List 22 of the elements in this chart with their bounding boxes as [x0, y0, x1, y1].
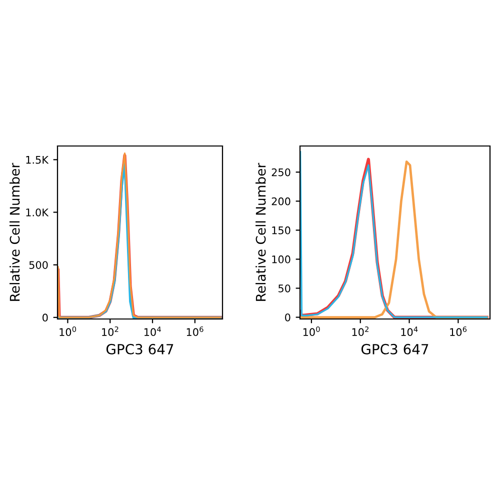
y-axis-title: Relative Cell Number — [256, 162, 266, 301]
x-tick-label: 10$^{0}$ — [303, 326, 320, 336]
y-tick-label: 1.0K — [26, 208, 49, 216]
y-tick-label: 50 — [278, 284, 290, 292]
y-tick-label: 100 — [272, 255, 290, 264]
x-tick-label: 10$^{4}$ — [401, 326, 418, 336]
x-tick-label: 10$^{6}$ — [450, 326, 467, 336]
y-tick-label: 0 — [42, 314, 48, 322]
x-tick-label: 10$^{0}$ — [60, 326, 76, 336]
x-tick-label: 10$^{2}$ — [352, 326, 368, 336]
y-tick-label: 150 — [272, 226, 290, 234]
x-tick-label: 10$^{4}$ — [144, 326, 161, 336]
y-tick-label: 250 — [272, 168, 290, 176]
y-tick-label: 0 — [285, 313, 290, 322]
x-tick-label: 10$^{6}$ — [186, 326, 204, 336]
y-tick-label: 200 — [272, 197, 290, 206]
x-axis-title: GPC3 647 — [361, 344, 428, 354]
y-axis-title: Relative Cell Number — [10, 162, 20, 301]
y-tick-label: 1.5K — [26, 156, 49, 164]
y-tick-label: 500 — [29, 261, 48, 269]
x-axis-title: GPC3 647 — [106, 344, 174, 354]
x-tick-label: 10$^{2}$ — [102, 326, 118, 336]
